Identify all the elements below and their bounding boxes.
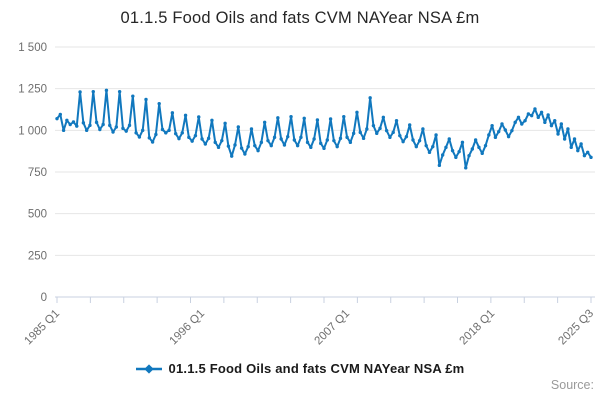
x-axis-ticks [56,297,592,303]
x-tick-label: 2025 Q3 [556,308,596,348]
series-line [56,89,592,169]
y-tick-label: 1 250 [18,84,47,96]
legend-item-series[interactable]: 01.1.5 Food Oils and fats CVM NAYear NSA… [135,361,465,376]
chart-title: 01.1.5 Food Oils and fats CVM NAYear NSA… [120,9,480,27]
y-tick-label: 0 [41,292,47,304]
x-axis-labels: 1985 Q1 1996 Q1 2007 Q1 2018 Q1 2025 Q3 [22,308,596,348]
x-tick-label: 1985 Q1 [22,308,62,348]
line-diamond-icon [135,363,162,374]
y-tick-label: 1 500 [18,42,47,54]
source-label: Source: [550,378,594,392]
y-tick-label: 750 [28,167,47,179]
x-tick-label: 2018 Q1 [458,308,498,348]
legend-label: 01.1.5 Food Oils and fats CVM NAYear NSA… [168,361,465,376]
y-gridlines [55,46,595,256]
legend: 01.1.5 Food Oils and fats CVM NAYear NSA… [0,361,600,376]
x-tick-label: 1996 Q1 [167,308,207,348]
y-tick-label: 1 000 [18,125,47,137]
y-axis-labels: 0 250 500 750 1 000 1 250 1 500 [18,42,47,304]
y-tick-label: 500 [28,209,47,221]
series-markers [55,88,593,170]
y-tick-label: 250 [28,250,47,262]
x-tick-label: 2007 Q1 [313,308,353,348]
